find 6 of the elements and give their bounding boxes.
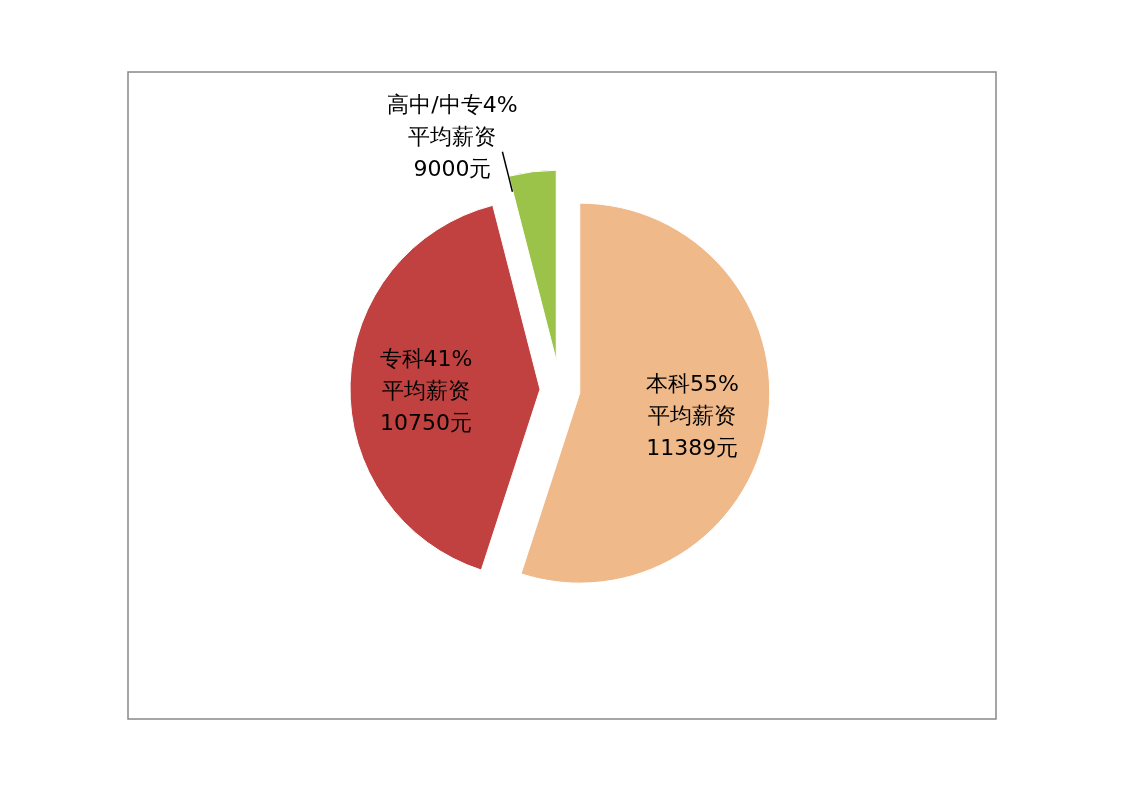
slice-label: 高中/中专4% bbox=[387, 91, 518, 117]
text: 平均薪资 10750元 bbox=[380, 377, 473, 435]
slice-label: 本科55% bbox=[645, 370, 739, 396]
text: 平均薪资 9000元 bbox=[408, 123, 497, 181]
text: 平均薪资 11389元 bbox=[646, 402, 739, 460]
slice-label: 专科41% bbox=[379, 345, 473, 371]
